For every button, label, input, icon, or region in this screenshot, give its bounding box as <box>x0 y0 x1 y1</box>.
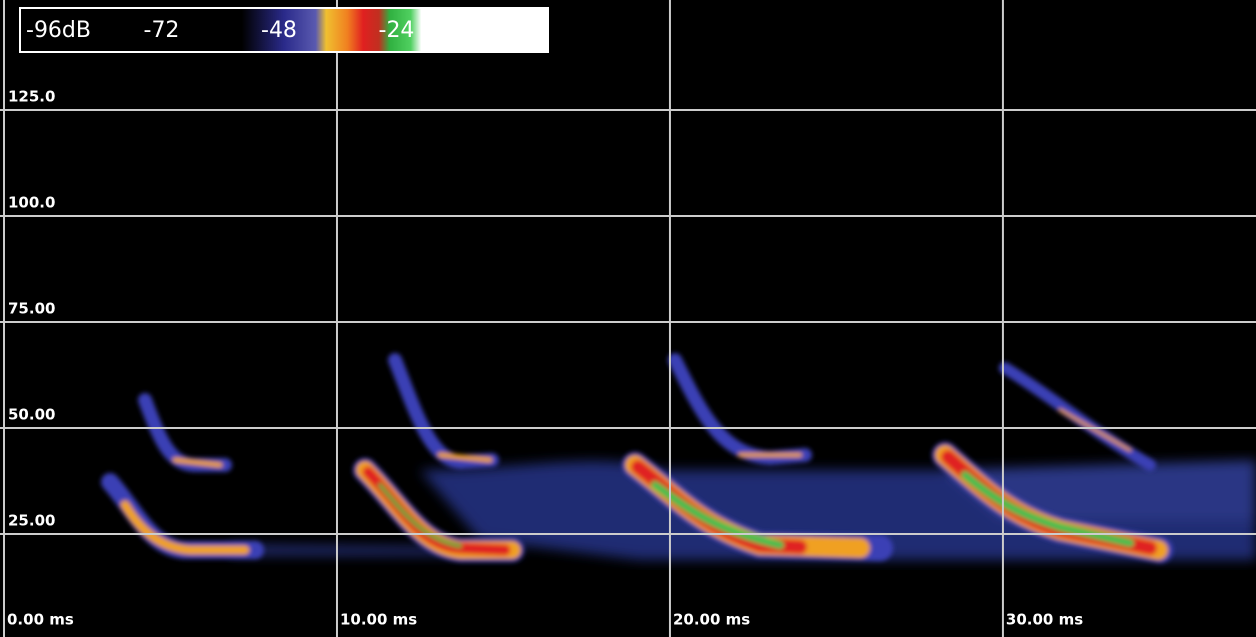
x-tick-label: 10.00 ms <box>340 611 417 629</box>
x-tick-label: 0.00 ms <box>7 611 74 629</box>
colorbar-tick-label: -24 <box>379 18 415 43</box>
y-tick-label: 50.00 <box>8 406 55 424</box>
y-tick-label: 75.00 <box>8 300 55 318</box>
x-tick-label: 30.00 ms <box>1006 611 1083 629</box>
colorbar-tick-label: -72 <box>144 18 180 43</box>
spectrogram: 25.00 50.00 75.00 100.0 125.0 0.00 ms 10.00 ms… <box>0 0 1256 637</box>
colorbar-tick-label: -96dB <box>26 18 91 43</box>
colorbar-tick-label: -48 <box>261 18 297 43</box>
colorbar-tick-label: 0dB <box>496 18 539 43</box>
colorbar: -96dB -72 -48 -24 0dB <box>20 8 548 52</box>
y-tick-label: 25.00 <box>8 512 55 530</box>
y-tick-label: 100.0 <box>8 194 55 212</box>
y-tick-label: 125.0 <box>8 88 55 106</box>
x-tick-label: 20.00 ms <box>673 611 750 629</box>
